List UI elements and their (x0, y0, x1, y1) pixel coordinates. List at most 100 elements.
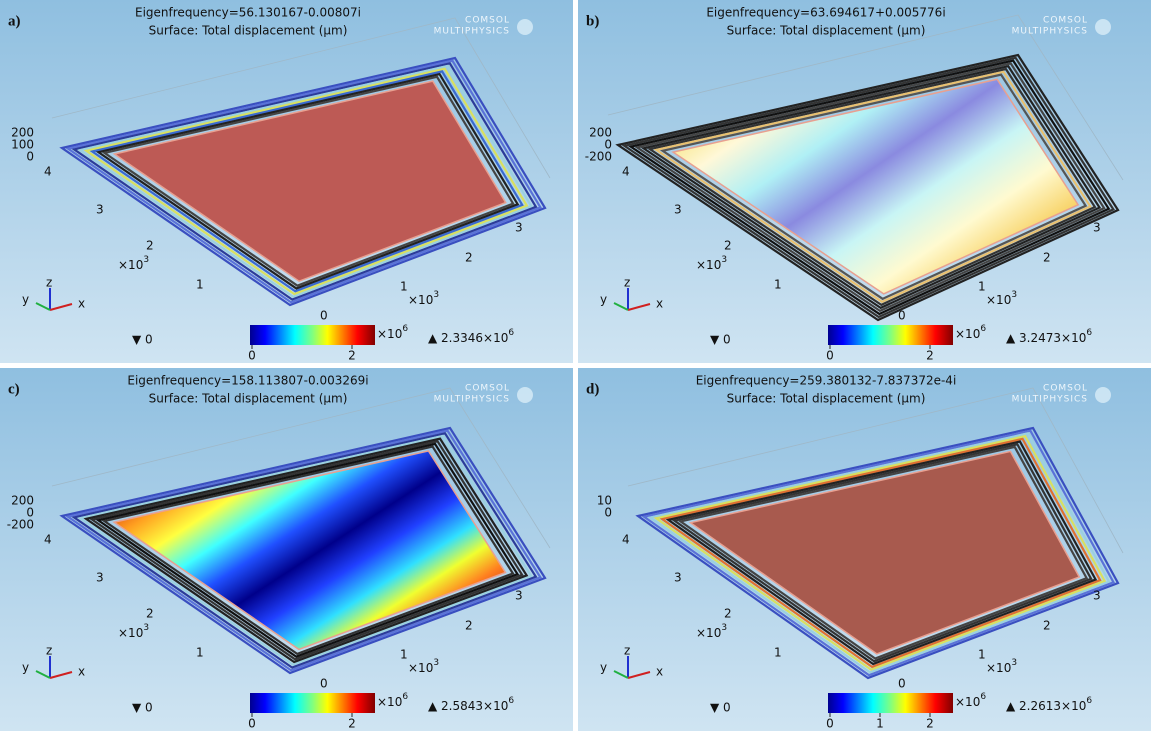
triad-label: y (22, 293, 29, 307)
colorbar-tick-label: 2 (348, 349, 356, 363)
z-tick-label: -200 (585, 150, 612, 164)
colorbar-multiplier-base: ×10 (377, 695, 402, 709)
min-label: ▼ 0 (132, 701, 153, 715)
max-label-exponent: 6 (508, 328, 514, 338)
triad-label: y (600, 293, 607, 307)
colorbar-multiplier-exponent: 6 (980, 324, 986, 334)
y-multiplier-exponent: 3 (143, 623, 149, 633)
colorbar-tick-label: 2 (926, 349, 934, 363)
max-label-exponent: 6 (1086, 696, 1092, 706)
x-tick-label: 2 (1043, 619, 1051, 633)
x-tick-label: 2 (465, 619, 473, 633)
max-label-base: ▲ 2.5843×10 (428, 699, 508, 713)
colorbar (828, 325, 953, 345)
x-tick-label: 2 (1043, 251, 1051, 265)
title: Eigenfrequency=259.380132-7.837372e-4i (696, 374, 957, 388)
logo-icon (517, 19, 533, 35)
logo: COMSOL (1043, 16, 1088, 26)
x-tick-label: 3 (1093, 589, 1101, 603)
logo-icon (517, 387, 533, 403)
min-label: ▼ 0 (710, 333, 731, 347)
colorbar-tick-label: 0 (826, 349, 834, 363)
x-tick-label: 3 (515, 221, 523, 235)
logo: MULTIPHYSICS (1012, 395, 1088, 405)
logo: COMSOL (1043, 384, 1088, 394)
max-label: ▲ 2.2613×106 (1006, 696, 1092, 713)
x-tick-label: 1 (978, 280, 986, 294)
y-tick-label: 2 (146, 607, 154, 621)
max-label-base: ▲ 2.2613×10 (1006, 699, 1086, 713)
colorbar (250, 693, 375, 713)
x-tick-label: 2 (465, 251, 473, 265)
y-tick-label: 2 (724, 239, 732, 253)
min-label: ▼ 0 (132, 333, 153, 347)
figure: a)Eigenfrequency=56.130167-0.00807iSurfa… (0, 0, 1151, 731)
y-tick-label: 1 (196, 278, 204, 292)
y-multiplier-base: ×10 (118, 258, 143, 272)
x-tick-label: 1 (978, 648, 986, 662)
colorbar-tick-label: 0 (826, 717, 834, 731)
y-tick-label: 3 (96, 203, 104, 217)
max-label-exponent: 6 (508, 696, 514, 706)
title: Eigenfrequency=158.113807-0.003269i (127, 374, 368, 388)
max-label-base: ▲ 2.3346×10 (428, 331, 508, 345)
z-tick-label: 0 (604, 506, 612, 520)
y-tick-label: 4 (44, 533, 52, 547)
y-tick-label: 2 (724, 607, 732, 621)
x-multiplier-base: ×10 (408, 293, 433, 307)
x-multiplier-exponent: 3 (1011, 290, 1017, 300)
logo: COMSOL (465, 16, 510, 26)
y-tick-label: 3 (96, 571, 104, 585)
y-multiplier-exponent: 3 (721, 623, 727, 633)
y-tick-label: 2 (146, 239, 154, 253)
colorbar-tick-label: 0 (248, 349, 256, 363)
colorbar-multiplier-exponent: 6 (402, 324, 408, 334)
title: Eigenfrequency=63.694617+0.005776i (706, 6, 945, 20)
colorbar-tick-label: 0 (248, 717, 256, 731)
max-label: ▲ 2.3346×106 (428, 328, 514, 345)
colorbar-multiplier-exponent: 6 (980, 692, 986, 702)
subtitle: Surface: Total displacement (μm) (727, 392, 926, 406)
x-tick-label: 0 (898, 309, 906, 323)
max-label-base: ▲ 3.2473×10 (1006, 331, 1086, 345)
y-tick-label: 4 (622, 165, 630, 179)
colorbar (250, 325, 375, 345)
logo-icon (1095, 19, 1111, 35)
y-tick-label: 3 (674, 571, 682, 585)
colorbar (828, 693, 953, 713)
min-label: ▼ 0 (710, 701, 731, 715)
subtitle: Surface: Total displacement (μm) (149, 392, 348, 406)
panel: b)Eigenfrequency=63.694617+0.005776iSurf… (578, 0, 1151, 363)
panel-label: c) (8, 381, 20, 397)
y-tick-label: 4 (622, 533, 630, 547)
subtitle: Surface: Total displacement (μm) (727, 24, 926, 38)
colorbar-tick-label: 1 (876, 717, 884, 731)
x-tick-label: 1 (400, 648, 408, 662)
triad-label: x (656, 297, 663, 311)
panel: d)Eigenfrequency=259.380132-7.837372e-4i… (578, 368, 1151, 731)
colorbar-multiplier-exponent: 6 (402, 692, 408, 702)
x-multiplier-base: ×10 (986, 293, 1011, 307)
triad-label: y (600, 661, 607, 675)
y-multiplier-exponent: 3 (721, 255, 727, 265)
triad-label: x (78, 297, 85, 311)
x-multiplier-exponent: 3 (433, 658, 439, 668)
logo: MULTIPHYSICS (434, 27, 510, 37)
triad-label: x (656, 665, 663, 679)
max-label: ▲ 3.2473×106 (1006, 328, 1092, 345)
panel: c) Eigenfrequency=158.113807-0.003269i Sur… (0, 368, 573, 731)
x-tick-label: 3 (515, 589, 523, 603)
x-tick-label: 3 (1093, 221, 1101, 235)
x-tick-label: 0 (320, 677, 328, 691)
colorbar-multiplier-base: ×10 (377, 327, 402, 341)
y-tick-label: 1 (196, 646, 204, 660)
title: Eigenfrequency=56.130167-0.00807i (135, 6, 361, 20)
y-multiplier-exponent: 3 (143, 255, 149, 265)
colorbar-multiplier-base: ×10 (955, 327, 980, 341)
y-tick-label: 4 (44, 165, 52, 179)
logo-icon (1095, 387, 1111, 403)
z-tick-label: -200 (7, 518, 34, 532)
logo: COMSOL (465, 384, 510, 394)
y-tick-label: 1 (774, 646, 782, 660)
triad-label: z (46, 644, 52, 658)
